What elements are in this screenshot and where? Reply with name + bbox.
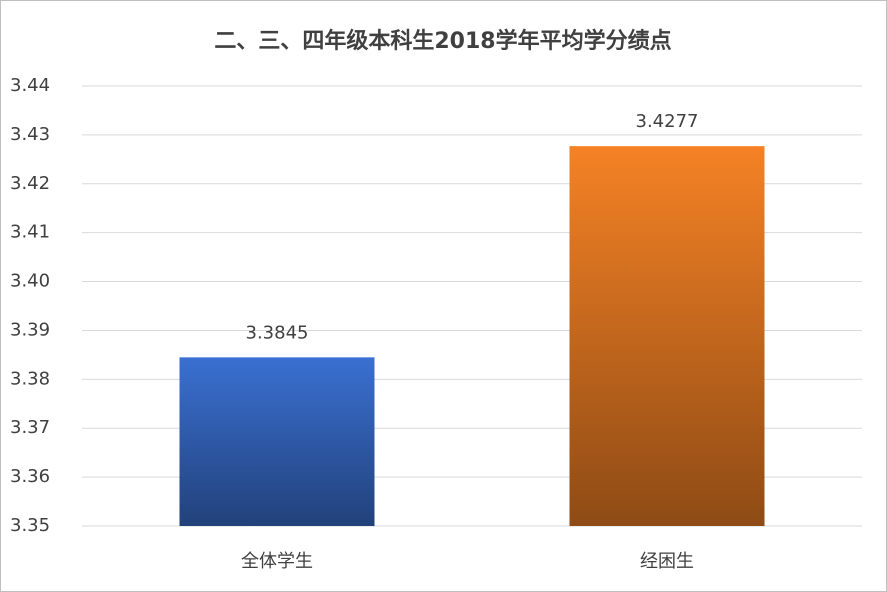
chart-title: 二、三、四年级本科生2018学年平均学分绩点 (214, 28, 671, 54)
y-tick-label: 3.37 (10, 417, 50, 438)
x-tick-label: 经困生 (640, 551, 694, 572)
bar (179, 357, 375, 526)
y-tick-label: 3.35 (10, 515, 50, 536)
x-tick-label: 全体学生 (241, 551, 313, 572)
y-tick-label: 3.43 (10, 124, 50, 145)
y-tick-label: 3.38 (10, 368, 50, 389)
data-label: 3.4277 (636, 111, 699, 132)
data-label: 3.3845 (246, 322, 309, 343)
bar (569, 146, 765, 526)
y-tick-label: 3.42 (10, 173, 50, 194)
y-tick-label: 3.44 (10, 75, 50, 96)
y-tick-label: 3.36 (10, 466, 50, 487)
y-tick-label: 3.39 (10, 319, 50, 340)
y-tick-label: 3.40 (10, 271, 50, 292)
y-tick-label: 3.41 (10, 222, 50, 243)
